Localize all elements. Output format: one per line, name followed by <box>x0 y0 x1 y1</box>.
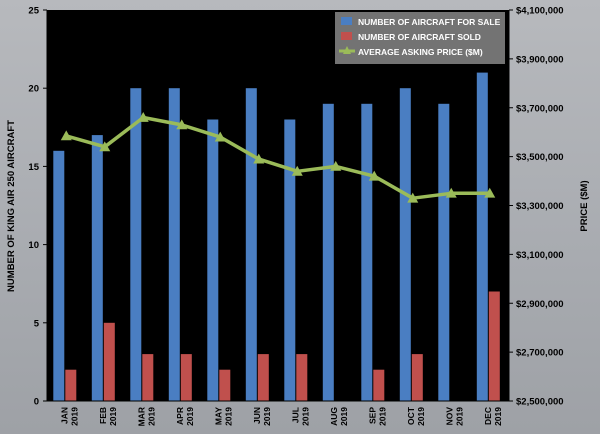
bar-for-sale <box>438 103 450 402</box>
plot-area <box>47 10 509 401</box>
y-tick-label: 5 <box>34 318 40 329</box>
bar-for-sale <box>53 150 65 401</box>
bar-sold <box>373 369 385 401</box>
bar-for-sale <box>91 135 103 401</box>
legend-swatch-marker <box>343 46 351 54</box>
price-marker <box>253 153 265 164</box>
x-tick-label: AUG2019 <box>329 407 349 426</box>
bar-sold <box>219 369 231 401</box>
x-tick-label: APR2019 <box>175 407 195 426</box>
right-axis: $2,500,000 $2,700,000 $2,900,000 $3,100,000… <box>508 6 564 408</box>
x-tick-label: JUL2019 <box>290 407 310 426</box>
bar-sold <box>180 354 192 401</box>
price-marker <box>137 112 149 122</box>
legend-swatch <box>341 32 352 40</box>
price-marker <box>214 131 226 142</box>
price-marker <box>445 187 457 198</box>
bar-for-sale <box>168 88 180 401</box>
y-tick-label: 10 <box>28 240 39 251</box>
x-tick-label: JUN2019 <box>252 407 272 426</box>
left-axis: 0 5 10 15 20 25 <box>28 6 48 408</box>
bar-sold <box>142 354 154 401</box>
legend-label: AVERAGE ASKING PRICE ($M) <box>358 47 483 57</box>
legend: NUMBER OF AIRCRAFT FOR SALE NUMBER OF AIR… <box>335 12 505 64</box>
price-marker <box>407 192 419 203</box>
bar-for-sale <box>361 103 373 402</box>
bar-sold <box>103 322 115 401</box>
bar-sold <box>257 354 269 401</box>
x-tick-label: NOV2019 <box>444 407 464 426</box>
y-tick-label: 25 <box>28 6 39 17</box>
price-marker <box>330 160 342 171</box>
price-line-layer <box>60 112 496 203</box>
bars-layer <box>53 72 500 402</box>
bar-sold <box>296 354 308 401</box>
y2-tick-label: $3,500,000 <box>516 152 564 163</box>
bar-for-sale <box>399 88 411 401</box>
price-marker <box>60 130 72 141</box>
bar-for-sale <box>476 72 488 401</box>
price-marker <box>368 170 380 181</box>
legend-swatch <box>341 17 352 25</box>
x-tick-label: JAN2019 <box>59 407 79 426</box>
y-tick-label: 0 <box>34 397 39 408</box>
y2-axis-title: PRICE ($M) <box>579 180 590 231</box>
x-tick-label: SEP2019 <box>367 407 387 426</box>
bar-for-sale <box>322 103 334 402</box>
bar-sold <box>411 354 423 401</box>
price-marker <box>291 165 303 176</box>
y2-tick-label: $4,100,000 <box>516 6 564 17</box>
bar-sold <box>488 291 500 401</box>
y2-tick-label: $2,500,000 <box>516 397 564 408</box>
x-tick-label: FEB2019 <box>98 407 118 426</box>
y2-tick-label: $3,900,000 <box>516 54 564 65</box>
x-tick-label: OCT2019 <box>406 406 426 426</box>
price-marker <box>484 187 496 198</box>
legend-label: NUMBER OF AIRCRAFT SOLD <box>358 32 481 42</box>
bar-for-sale <box>245 88 257 401</box>
x-axis: JAN2019 FEB2019 MAR2019 APR2019 MAY2019 JUN20… <box>47 400 509 427</box>
x-tick-label: DEC2019 <box>483 407 503 426</box>
x-tick-label: MAR2019 <box>136 407 156 427</box>
y-axis-title: NUMBER OF KING AIR 250 AIRCRAFT <box>6 120 17 292</box>
bar-sold <box>65 369 77 401</box>
y2-tick-label: $3,700,000 <box>516 103 564 114</box>
y2-tick-label: $3,300,000 <box>516 201 564 212</box>
y2-tick-label: $2,700,000 <box>516 348 564 359</box>
bar-for-sale <box>284 119 296 401</box>
bar-for-sale <box>130 88 142 401</box>
y-tick-label: 20 <box>28 84 39 95</box>
price-marker <box>99 141 111 152</box>
y-tick-label: 15 <box>28 162 39 173</box>
price-line <box>65 115 490 200</box>
legend-box <box>335 12 505 64</box>
bar-for-sale <box>207 119 219 401</box>
y2-tick-label: $3,100,000 <box>516 250 564 261</box>
y2-tick-label: $2,900,000 <box>516 299 564 310</box>
x-tick-label: MAY2019 <box>213 407 233 426</box>
legend-label: NUMBER OF AIRCRAFT FOR SALE <box>358 17 501 27</box>
price-marker <box>176 119 188 130</box>
